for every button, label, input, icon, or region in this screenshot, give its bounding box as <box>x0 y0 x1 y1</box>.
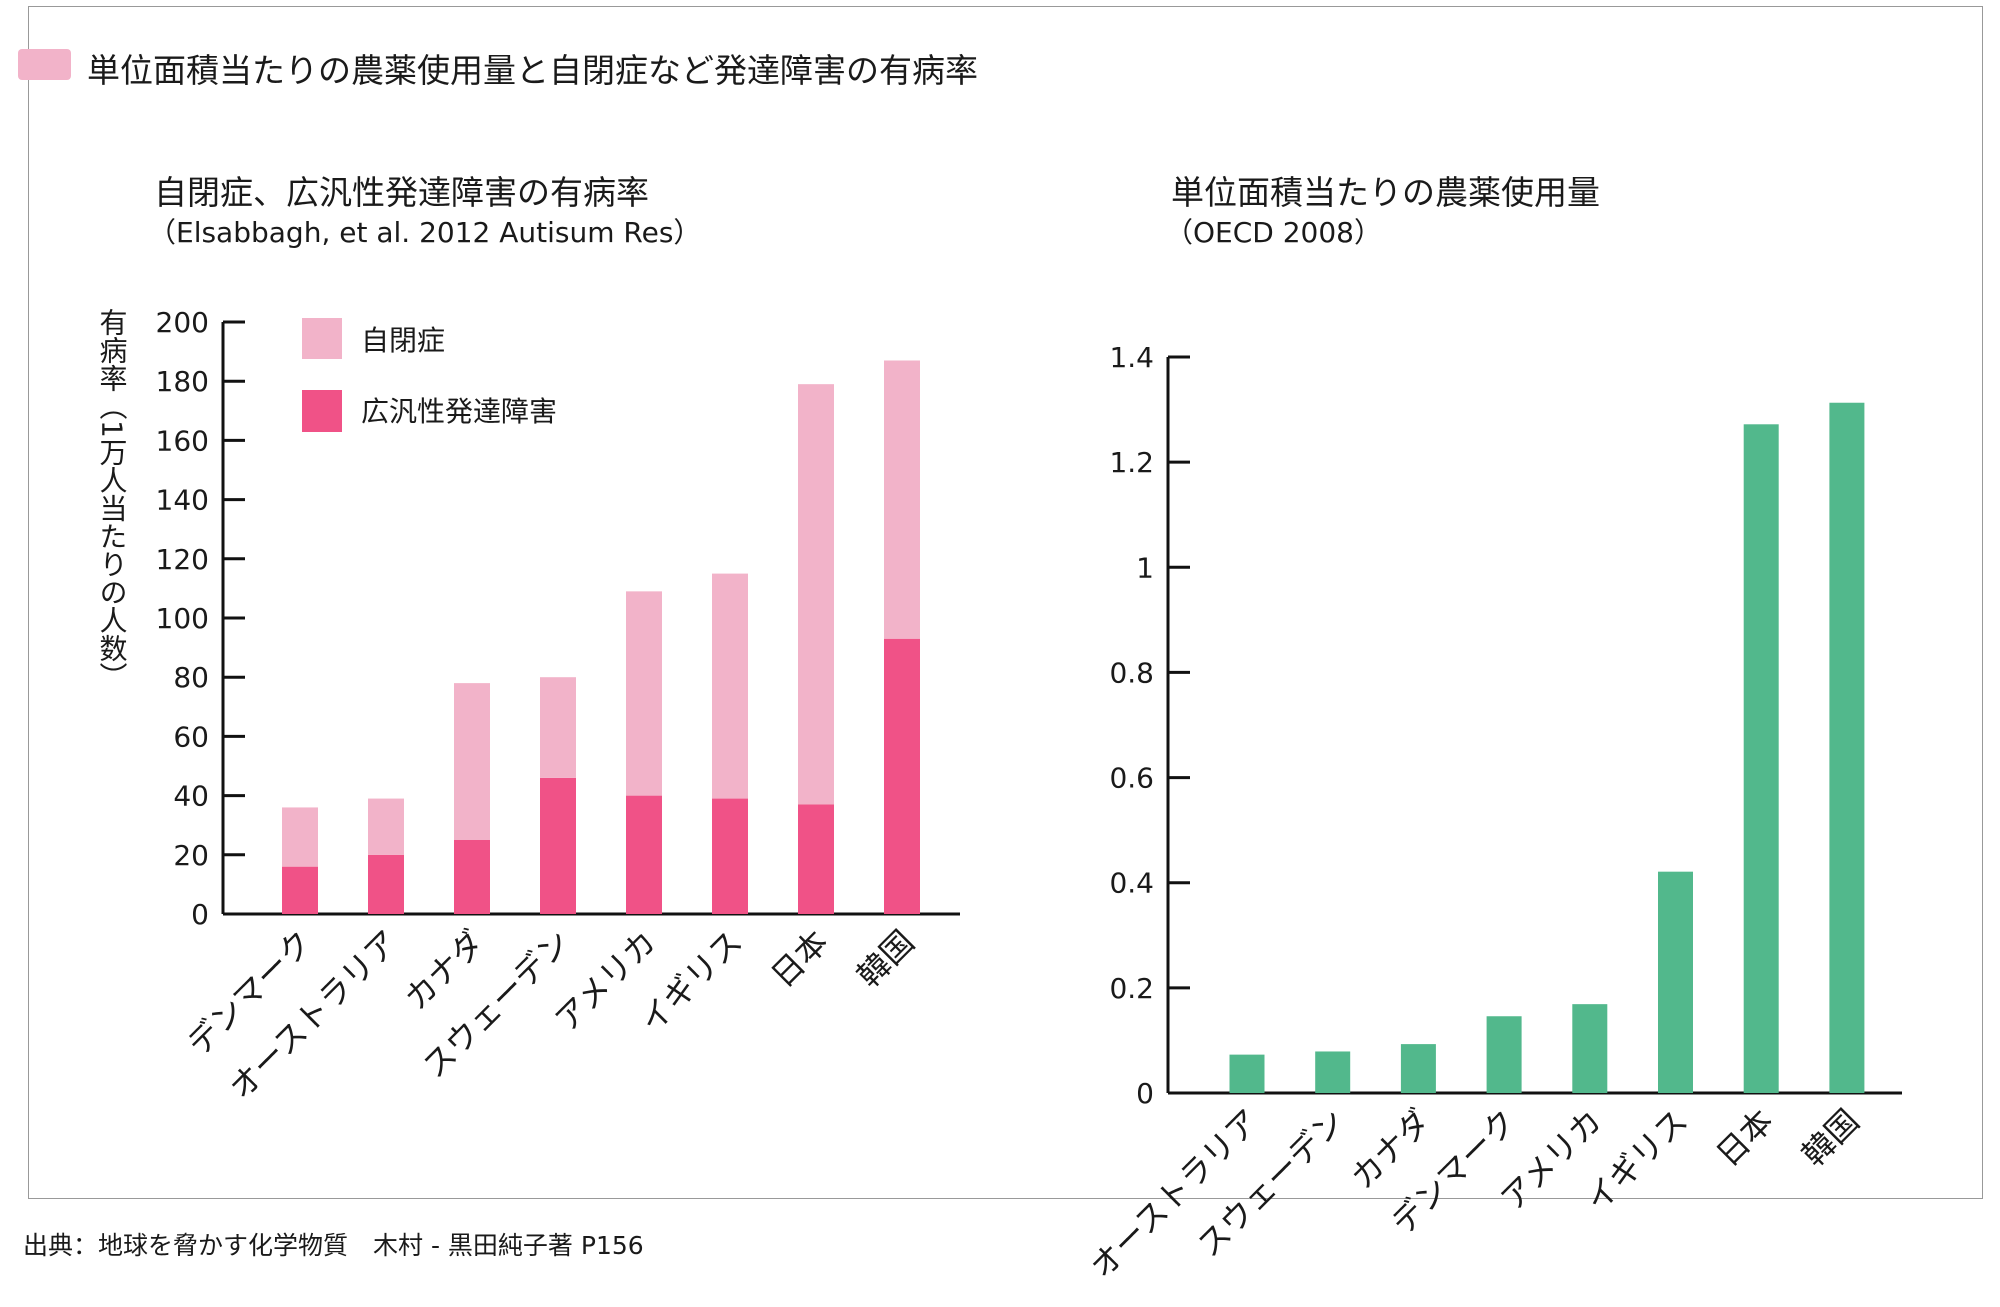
chart-subtitle: （OECD 2008） <box>1165 216 1382 249</box>
x-tick-label: 日本 <box>764 923 836 995</box>
bar-pdd <box>798 804 834 914</box>
y-tick-label: 0 <box>1136 1077 1154 1110</box>
bar-pdd <box>626 795 662 914</box>
y-tick-label: 1 <box>1136 551 1154 584</box>
y-tick-label: 0.8 <box>1109 656 1154 689</box>
y-tick-label: 0 <box>191 898 209 931</box>
y-tick-label: 40 <box>173 780 209 813</box>
bar-pdd <box>712 798 748 914</box>
y-tick-label: 0.2 <box>1109 972 1154 1005</box>
y-tick-label: 140 <box>156 484 209 517</box>
x-tick-label: 韓国 <box>850 923 922 995</box>
y-tick-label: 0.4 <box>1109 867 1154 900</box>
bar-pesticide <box>1400 1044 1436 1093</box>
legend-label-autism: 自閉症 <box>361 324 445 357</box>
legend-swatch-pdd <box>302 390 342 432</box>
y-tick-label: 200 <box>156 306 209 339</box>
y-tick-label: 0.6 <box>1109 762 1154 795</box>
bar-pesticide <box>1315 1051 1351 1093</box>
figure-title: 単位面積当たりの農薬使用量と自閉症など発達障害の有病率 <box>87 51 978 90</box>
y-tick-label: 20 <box>173 839 209 872</box>
bar-pesticide <box>1829 402 1865 1093</box>
figure-frame <box>28 6 1983 1199</box>
bar-pesticide <box>1572 1004 1608 1093</box>
y-tick-label: 60 <box>173 720 209 753</box>
bar-autism <box>884 360 920 639</box>
bar-pdd <box>454 840 490 914</box>
header-swatch <box>18 49 71 80</box>
legend-swatch-autism <box>302 318 342 359</box>
y-tick-label: 80 <box>173 661 209 694</box>
bar-pdd <box>540 777 576 914</box>
bar-pesticide <box>1743 424 1779 1093</box>
bar-autism <box>712 573 748 799</box>
bar-pesticide <box>1658 871 1693 1093</box>
bar-pdd <box>282 866 318 914</box>
bar-pesticide <box>1486 1016 1522 1093</box>
chart-title: 単位面積当たりの農薬使用量 <box>1171 173 1600 212</box>
bar-autism <box>626 591 662 796</box>
bar-pesticide <box>1229 1054 1265 1093</box>
y-tick-label: 160 <box>156 424 209 457</box>
y-tick-label: 120 <box>156 543 209 576</box>
y-tick-label: 1.4 <box>1109 341 1154 374</box>
source-note: 出典：地球を脅かす化学物質 木村 - 黒田純子著 P156 <box>23 1231 644 1260</box>
bar-pdd <box>368 854 404 914</box>
bar-pdd <box>884 638 920 914</box>
bar-autism <box>798 384 834 805</box>
bar-autism <box>282 807 318 867</box>
x-tick-label: 日本 <box>1709 1102 1781 1174</box>
legend-label-pdd: 広汎性発達障害 <box>361 395 557 428</box>
y-axis-title: 有病率（1万人当たりの人数） <box>96 308 129 690</box>
bar-autism <box>368 798 404 855</box>
y-tick-label: 180 <box>156 365 209 398</box>
bar-autism <box>540 677 576 778</box>
bar-autism <box>454 683 490 840</box>
chart-subtitle: （Elsabbagh, et al. 2012 Autisum Res） <box>148 216 701 249</box>
chart-title: 自閉症、広汎性発達障害の有病率 <box>154 173 649 212</box>
y-tick-label: 100 <box>156 602 209 635</box>
y-tick-label: 1.2 <box>1109 446 1154 479</box>
x-tick-label: 韓国 <box>1794 1102 1866 1174</box>
